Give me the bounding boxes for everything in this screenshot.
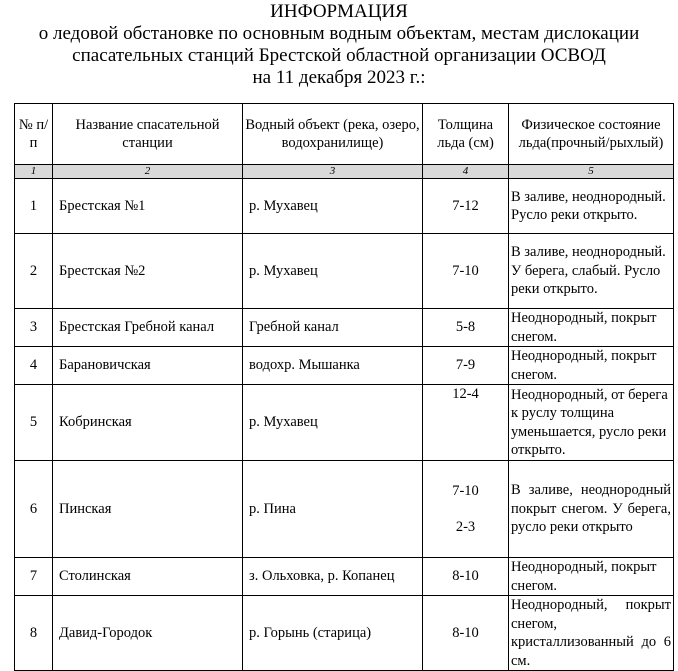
cell-water-body: р. Пина [242,460,423,558]
cell-station: Брестская Гребной канал [52,308,243,347]
table-row: 2 Брестская №2 р. Мухавец 7-10 В заливе,… [14,233,674,309]
cell-station: Давид-Городок [52,595,243,671]
title-line-2: о ледовой обстановке по основным водным … [38,23,640,44]
cell-number: 7 [14,557,53,596]
column-number: 3 [242,164,423,179]
table-row: 3 Брестская Гребной канал Гребной канал … [14,308,674,347]
title-line-3: спасательных станций Брестской областной… [72,45,606,66]
cell-water-body: Гребной канал [242,308,423,347]
cell-water-body: р. Мухавец [242,178,423,234]
table-row: 1 Брестская №1 р. Мухавец 7-12 В заливе,… [14,178,674,234]
cell-number: 5 [14,384,53,461]
cell-thickness: 7-10 [422,233,509,309]
column-number: 4 [422,164,509,179]
cell-state: В заливе, неоднородный. Русло реки откры… [508,178,674,234]
table-row: 8 Давид-Городок р. Горынь (старица) 8-10… [14,595,674,671]
table-row: 7 Столинская з. Ольховка, р. Копанец 8-1… [14,557,674,596]
cell-thickness: 8-10 [422,595,509,671]
cell-station: Барановичская [52,346,243,385]
cell-state: Неоднородный, покрыт снегом. [508,346,674,385]
table-row: 5 Кобринская р. Мухавец 12-4 Неоднородны… [14,384,674,461]
cell-number: 2 [14,233,53,309]
cell-water-body: водохр. Мышанка [242,346,423,385]
cell-state: Неоднородный, покрыт снегом. [508,557,674,596]
cell-station: Брестская №1 [52,178,243,234]
cell-number: 4 [14,346,53,385]
cell-state: Неоднородный, покрыт снегом, кристаллизо… [508,595,674,671]
cell-station: Столинская [52,557,243,596]
title-line-4: на 11 декабря 2023 г.: [252,67,426,88]
column-number: 2 [52,164,243,179]
cell-station: Брестская №2 [52,233,243,309]
table-row: 6 Пинская р. Пина 7-10 2-3 В заливе, неод… [14,460,674,558]
thickness-value: 7-10 [452,483,479,499]
column-number: 5 [508,164,674,179]
cell-thickness: 5-8 [422,308,509,347]
cell-station: Кобринская [52,384,243,461]
header-thickness: Толщина льда (см) [422,103,509,165]
cell-state: Неоднородный, от берега к руслу толщина … [508,384,674,461]
cell-number: 8 [14,595,53,671]
cell-thickness: 7-9 [422,346,509,385]
thickness-value: 2-3 [455,519,476,535]
cell-state: В заливе, неоднородный. У берега, слабый… [508,233,674,309]
cell-number: 6 [14,460,53,558]
cell-state: Неоднородный, покрыт снегом. [508,308,674,347]
header-station: Название спасательной станции [52,103,243,165]
cell-water-body: з. Ольховка, р. Копанец [242,557,423,596]
cell-water-body: р. Горынь (старица) [242,595,423,671]
ice-conditions-table: № п/п Название спасательной станции Водн… [14,103,674,671]
header-state: Физическое состояние льда(прочный/рыхлый… [508,103,674,165]
cell-number: 3 [14,308,53,347]
document-title: ИНФОРМАЦИЯ о ледовой обстановке по основ… [0,1,678,89]
cell-thickness: 7-12 [422,178,509,234]
cell-water-body: р. Мухавец [242,233,423,309]
cell-station: Пинская [52,460,243,558]
cell-thickness: 7-10 2-3 [422,460,509,558]
cell-state: В заливе, неоднородный покрыт снегом. У … [508,460,674,558]
table-header-row: № п/п Название спасательной станции Водн… [14,103,674,165]
cell-thickness: 12-4 [422,384,509,461]
title-heading: ИНФОРМАЦИЯ [270,1,408,22]
column-number: 1 [14,164,53,179]
cell-number: 1 [14,178,53,234]
cell-thickness: 8-10 [422,557,509,596]
column-number-row: 1 2 3 4 5 [14,164,674,179]
header-number: № п/п [14,103,53,165]
table-row: 4 Барановичская водохр. Мышанка 7-9 Неод… [14,346,674,385]
header-water-body: Водный объект (река, озеро, водохранилищ… [242,103,423,165]
cell-water-body: р. Мухавец [242,384,423,461]
